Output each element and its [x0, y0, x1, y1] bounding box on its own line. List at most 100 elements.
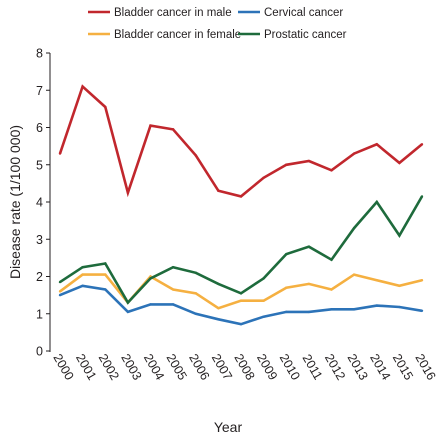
- data-point: [420, 279, 424, 282]
- data-point: [330, 308, 333, 311]
- data-point: [217, 282, 220, 286]
- y-tick-label: 3: [36, 233, 43, 247]
- y-tick-label: 0: [36, 345, 43, 359]
- x-tick-label: 2012: [322, 351, 348, 382]
- data-point: [126, 191, 130, 194]
- x-tick-label: 2013: [345, 351, 371, 382]
- y-tick-label: 6: [36, 121, 43, 135]
- x-axis-title: Year: [214, 419, 243, 435]
- data-point: [171, 303, 175, 306]
- data-point: [398, 234, 401, 237]
- legend-item: Bladder cancer in female: [88, 29, 241, 41]
- data-point: [307, 245, 311, 248]
- data-point: [149, 124, 152, 127]
- data-point: [307, 282, 311, 286]
- data-point: [81, 265, 84, 269]
- data-point: [194, 292, 197, 295]
- x-tick-label: 2000: [50, 351, 76, 382]
- data-point: [262, 299, 265, 302]
- data-point: [104, 273, 107, 276]
- data-point: [149, 277, 152, 280]
- legend-label: Cervical cancer: [264, 7, 343, 19]
- data-point: [420, 309, 424, 312]
- data-point: [58, 280, 62, 284]
- data-point: [375, 279, 378, 282]
- y-tick-label: 4: [36, 196, 43, 210]
- data-point: [171, 128, 175, 131]
- data-point: [307, 159, 311, 163]
- data-point: [104, 288, 107, 291]
- legend-label: Prostatic cancer: [264, 29, 347, 41]
- legend: Bladder cancer in male Cervical cancer Bla…: [88, 7, 347, 41]
- data-point: [149, 303, 152, 306]
- data-point: [330, 169, 333, 172]
- data-point: [352, 152, 356, 155]
- data-point: [58, 152, 62, 155]
- data-point: [217, 318, 220, 321]
- legend-label: Bladder cancer in female: [114, 29, 241, 41]
- data-point: [375, 304, 378, 307]
- data-point: [194, 271, 197, 274]
- x-tick-label: 2011: [300, 352, 326, 382]
- series-lines: [58, 84, 424, 326]
- data-point: [239, 322, 243, 326]
- data-point: [375, 143, 378, 146]
- y-tick-label: 8: [36, 47, 43, 61]
- data-point: [420, 195, 424, 198]
- data-point: [398, 161, 401, 165]
- data-point: [171, 288, 175, 291]
- data-point: [352, 273, 356, 276]
- data-point: [194, 154, 197, 157]
- data-point: [375, 200, 378, 204]
- y-tick-label: 1: [36, 307, 43, 321]
- data-point: [81, 85, 84, 88]
- x-tick-label: 2002: [96, 351, 122, 382]
- axes: 0123456782000200120022003200420052006200…: [36, 47, 438, 383]
- data-point: [194, 312, 197, 315]
- data-point: [307, 310, 311, 314]
- data-point: [217, 306, 220, 310]
- legend-item: Prostatic cancer: [238, 29, 347, 41]
- data-point: [81, 273, 84, 276]
- data-point: [239, 195, 243, 198]
- data-point: [330, 258, 333, 261]
- x-tick-label: 2006: [186, 351, 212, 382]
- data-point: [126, 310, 130, 314]
- y-tick-label: 5: [36, 158, 43, 172]
- legend-item: Bladder cancer in male: [88, 7, 232, 19]
- series-line-bladder-cancer-in-male: [58, 84, 423, 198]
- legend-label: Bladder cancer in male: [114, 7, 232, 19]
- y-axis-title: Disease rate (1/100 000): [7, 125, 23, 279]
- x-tick-label: 2014: [367, 351, 393, 382]
- legend-item: Cervical cancer: [238, 7, 343, 19]
- data-point: [352, 226, 356, 230]
- series-line-cervical-cancer: [59, 284, 423, 326]
- data-point: [262, 315, 265, 318]
- data-point: [81, 284, 84, 288]
- data-point: [239, 292, 243, 295]
- x-tick-label: 2001: [73, 351, 99, 382]
- data-point: [217, 189, 220, 193]
- data-point: [285, 286, 288, 289]
- x-tick-label: 2009: [254, 351, 280, 382]
- data-point: [420, 143, 424, 146]
- x-tick-label: 2004: [141, 351, 167, 382]
- data-point: [398, 305, 401, 309]
- data-point: [285, 310, 288, 314]
- data-point: [239, 299, 243, 302]
- data-point: [58, 290, 62, 293]
- x-tick-label: 2010: [277, 351, 303, 382]
- x-tick-label: 2015: [390, 351, 416, 382]
- data-point: [58, 293, 62, 297]
- data-point: [352, 308, 356, 311]
- data-point: [126, 301, 130, 304]
- x-tick-label: 2007: [209, 351, 235, 382]
- x-tick-label: 2008: [231, 351, 257, 382]
- data-point: [171, 265, 175, 269]
- data-point: [285, 252, 288, 256]
- data-point: [104, 262, 107, 265]
- data-point: [104, 105, 107, 109]
- y-tick-label: 2: [36, 270, 43, 284]
- x-tick-label: 2003: [118, 351, 144, 382]
